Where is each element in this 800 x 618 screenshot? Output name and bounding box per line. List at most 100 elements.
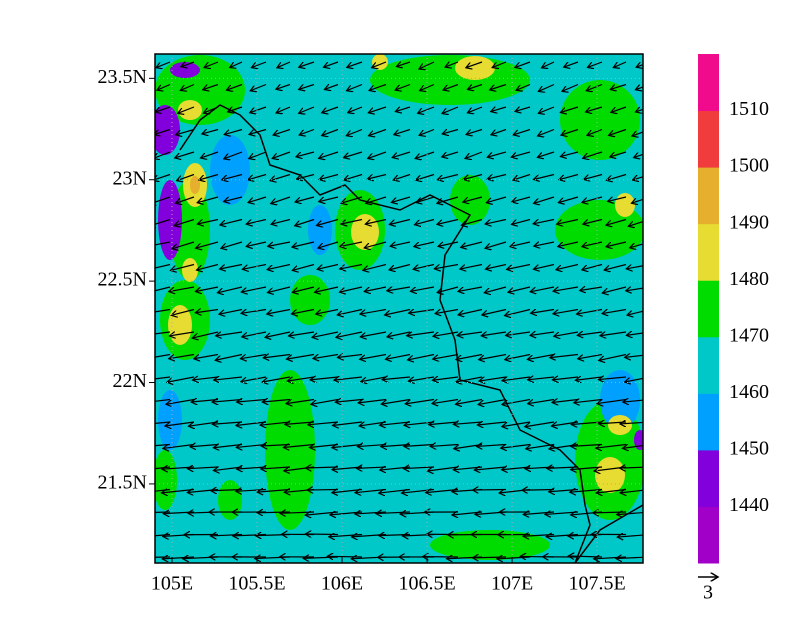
wind-vector	[442, 106, 459, 114]
wind-vector	[397, 62, 411, 67]
wind-vector	[176, 128, 195, 135]
wind-vector	[609, 128, 627, 136]
wind-vector	[292, 241, 315, 247]
wind-vector	[512, 196, 531, 202]
wind-vector	[484, 286, 507, 293]
colorbar: 1440 1450 1460 1470 1480 1490 1500 1510	[698, 54, 769, 564]
wind-vector	[360, 331, 387, 337]
wind-vector	[364, 241, 387, 248]
wind-vector	[633, 175, 643, 181]
wind-vector	[490, 83, 507, 90]
wind-vector	[437, 173, 459, 180]
wind-vector	[197, 263, 219, 271]
wind-vector	[596, 445, 627, 449]
wind-vector	[578, 353, 603, 359]
wind-vector	[580, 287, 603, 291]
wind-vector	[221, 241, 243, 248]
wind-vector	[155, 376, 171, 380]
colorbar-label: 1490	[729, 211, 769, 233]
wind-vector	[241, 310, 267, 314]
wind-vector	[242, 331, 267, 337]
wind-vector	[534, 173, 555, 180]
wind-vector	[324, 83, 339, 90]
wind-vector	[265, 331, 291, 337]
colorbar-label: 1480	[729, 268, 769, 290]
wind-vector	[194, 353, 219, 359]
wind-vector	[204, 61, 219, 68]
colorbar-segment	[698, 167, 719, 225]
colorbar-label: 1440	[729, 494, 769, 516]
wind-vector	[534, 241, 555, 246]
x-tick-label: 105E	[151, 573, 193, 595]
wind-vector	[463, 173, 483, 180]
wind-vector	[318, 241, 339, 248]
wind-vector	[492, 61, 507, 68]
wind-vector	[606, 218, 627, 226]
wind-vector	[491, 128, 507, 135]
wind-vector	[292, 263, 315, 271]
wind-vector	[485, 241, 507, 248]
wind-vector	[348, 106, 363, 113]
wind-vector	[586, 83, 603, 91]
wind-vector	[600, 332, 627, 336]
wind-vector	[192, 331, 219, 338]
wind-vector	[334, 377, 363, 380]
wind-vector	[393, 173, 411, 181]
x-tick-label: 107.5E	[568, 573, 625, 595]
wind-vector	[156, 61, 171, 68]
wind-vector	[364, 286, 387, 291]
contour-orange	[190, 176, 200, 194]
wind-vector	[623, 400, 643, 403]
wind-vector	[525, 421, 555, 427]
wind-vector	[610, 83, 627, 90]
wind-vector	[510, 241, 531, 247]
wind-vector	[219, 308, 243, 315]
wind-vector	[395, 107, 411, 112]
wind-vector	[172, 241, 195, 249]
wind-vector	[538, 106, 555, 113]
wind-vector	[632, 130, 643, 137]
wind-vector	[390, 241, 411, 246]
wind-vector	[155, 308, 171, 313]
wind-vector	[319, 173, 339, 180]
wind-vector	[203, 83, 219, 90]
wind-vector	[481, 332, 507, 336]
wind-vector	[299, 106, 315, 113]
wind-vector	[516, 83, 531, 91]
wind-vector	[262, 376, 291, 382]
wind-vector	[582, 263, 603, 270]
wind-vector	[385, 308, 411, 315]
wind-vector	[636, 62, 643, 67]
wind-vector	[289, 331, 315, 336]
wind-vector	[271, 218, 291, 225]
wind-vector	[550, 355, 579, 358]
colorbar-segment	[698, 110, 719, 168]
wind-vector	[341, 218, 363, 224]
wind-vector	[625, 377, 643, 382]
wind-vector	[276, 106, 291, 113]
wind-vector	[201, 151, 219, 158]
wind-vector	[468, 83, 483, 90]
wind-vector	[507, 263, 531, 270]
wind-vector	[505, 308, 531, 316]
wind-vector	[432, 398, 459, 404]
colorbar-label: 1500	[729, 155, 769, 177]
wind-vector	[515, 61, 531, 68]
wind-vector	[461, 241, 483, 247]
wind-vector	[491, 107, 507, 112]
wind-vector	[627, 310, 643, 316]
wind-vector	[604, 263, 627, 271]
wind-vector	[554, 331, 579, 336]
wind-vector	[392, 151, 411, 158]
wind-vector	[389, 218, 411, 225]
wind-vector	[368, 173, 387, 180]
wind-vector	[405, 398, 435, 404]
wind-vector	[538, 128, 555, 136]
wind-vector	[202, 130, 219, 134]
wind-vector	[486, 263, 507, 270]
wind-vector	[155, 106, 171, 112]
wind-vector	[460, 263, 483, 270]
colorbar-segment	[698, 280, 719, 338]
colorbar-label: 1450	[729, 437, 769, 459]
